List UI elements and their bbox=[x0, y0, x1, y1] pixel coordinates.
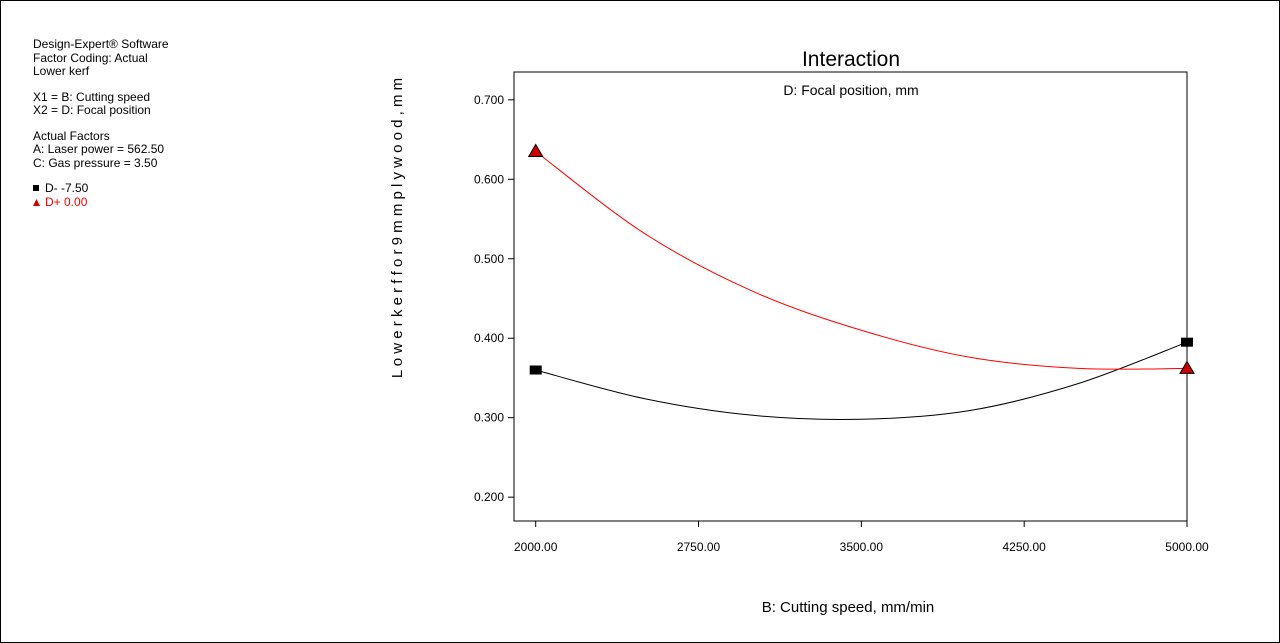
triangle-marker-icon bbox=[33, 198, 40, 206]
series-line-d-minus bbox=[535, 341, 1188, 421]
chart-subtitle: D: Focal position, mm bbox=[783, 82, 918, 98]
legend-item-d-plus: D+ 0.00 bbox=[33, 194, 169, 210]
data-point-triangle bbox=[1179, 360, 1195, 374]
legend-item-d-minus: D- -7.50 bbox=[33, 181, 169, 196]
plot-area bbox=[513, 71, 1188, 522]
legend-label-d-minus: D- -7.50 bbox=[45, 181, 89, 195]
y-tick-label: 0.400 bbox=[474, 331, 504, 345]
software-label: Design-Expert® Software bbox=[33, 37, 169, 51]
data-point-square bbox=[529, 365, 542, 375]
square-marker-icon bbox=[33, 185, 39, 192]
x-tick-label: 2000.00 bbox=[514, 540, 558, 554]
x-tick-label: 5000.00 bbox=[1165, 540, 1209, 554]
y-tick-label: 0.500 bbox=[474, 252, 504, 266]
x-tick-label: 2750.00 bbox=[677, 540, 721, 554]
y-tick-label: 0.200 bbox=[474, 490, 504, 504]
factor-coding-label: Factor Coding: Actual bbox=[33, 50, 148, 65]
data-point-square bbox=[1181, 337, 1193, 347]
y-tick-label: 0.300 bbox=[474, 411, 504, 425]
factor-c-label: C: Gas pressure = 3.50 bbox=[33, 155, 158, 170]
x-tick-label: 3500.00 bbox=[840, 540, 884, 554]
series-line-d-plus bbox=[535, 151, 1188, 370]
response-label: Lower kerf bbox=[33, 64, 90, 78]
data-point-triangle bbox=[527, 143, 544, 157]
y-axis-label: L o w e r k e r f f o r 9 m m p l y w o … bbox=[389, 78, 406, 378]
x-tick-label: 4250.00 bbox=[1002, 540, 1046, 554]
info-panel: Design-Expert® Software Factor Coding: A… bbox=[33, 37, 169, 210]
x-axis-label: B: Cutting speed, mm/min bbox=[762, 599, 935, 616]
y-tick-label: 0.600 bbox=[474, 172, 504, 186]
y-tick-label: 0.700 bbox=[474, 93, 504, 107]
legend-label-d-plus: D+ 0.00 bbox=[45, 194, 88, 209]
x2-label: X2 = D: Focal position bbox=[33, 103, 151, 117]
factor-a-label: A: Laser power = 562.50 bbox=[33, 142, 165, 156]
x1-label: X1 = B: Cutting speed bbox=[33, 89, 151, 104]
chart-title: Interaction bbox=[802, 48, 900, 71]
actual-factors-title: Actual Factors bbox=[33, 128, 110, 143]
